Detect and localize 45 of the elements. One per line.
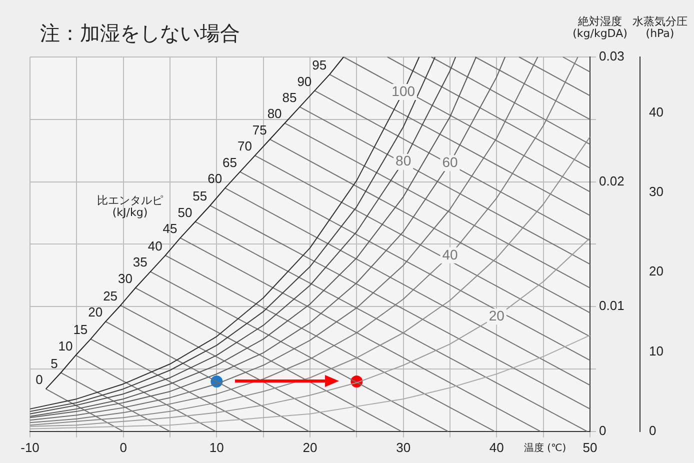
series-label: 85: [282, 90, 297, 105]
y-tick-label: 0.03: [599, 48, 624, 64]
series-label: 65: [222, 154, 237, 170]
annotation: 60: [442, 154, 458, 170]
series-label: 50: [178, 204, 192, 220]
series-label: 45: [162, 221, 178, 236]
series-label: 15: [73, 322, 88, 338]
y2-tick-label: 30: [649, 184, 664, 199]
y-tick-label: 0.02: [599, 173, 624, 188]
series-label: 40: [148, 238, 162, 254]
series-label: 10: [58, 338, 73, 354]
y2-tick-label: 40: [649, 104, 664, 120]
annotation: 40: [442, 246, 458, 262]
x-tick-label: 40: [489, 440, 504, 455]
y2-tick-label: 20: [649, 264, 664, 279]
y2-tick-label: 10: [649, 343, 664, 358]
annotation: 比エンタルピ (kJ/kg): [97, 194, 163, 219]
series-label: 30: [118, 270, 132, 286]
series-label: 75: [252, 122, 267, 138]
series-label: 60: [208, 171, 222, 186]
series-label: 20: [88, 304, 103, 320]
series-label: 70: [237, 138, 252, 154]
y2-axis-title: 水蒸気分圧 (hPa): [632, 15, 688, 40]
annotation: 80: [396, 152, 412, 169]
series-label: 55: [192, 188, 208, 204]
x-axis-title: 温度 (℃): [524, 443, 566, 454]
x-tick-label: 30: [396, 440, 411, 455]
x-tick-label: 20: [302, 440, 318, 455]
x-tick-label: 50: [582, 440, 598, 455]
x-tick-label: -10: [20, 440, 40, 455]
chart-title: 注：加湿をしない場合: [40, 21, 240, 45]
y-tick-label: 0: [599, 422, 606, 438]
x-tick-label: 10: [209, 440, 224, 455]
y-tick-label: 0.01: [599, 298, 624, 314]
y-axis-title: 絶対湿度 (kg/kgDA): [572, 15, 628, 40]
y2-tick-label: 0: [649, 422, 656, 438]
series-label: 90: [297, 74, 312, 89]
series-label: 5: [50, 356, 58, 371]
x-tick-label: 0: [120, 440, 127, 455]
series-label: 80: [267, 106, 282, 122]
series-label: 25: [103, 288, 118, 304]
annotation: 20: [488, 307, 505, 324]
series-label: 35: [132, 254, 148, 270]
series-label: 0: [36, 372, 43, 388]
series-label: 95: [312, 58, 327, 73]
